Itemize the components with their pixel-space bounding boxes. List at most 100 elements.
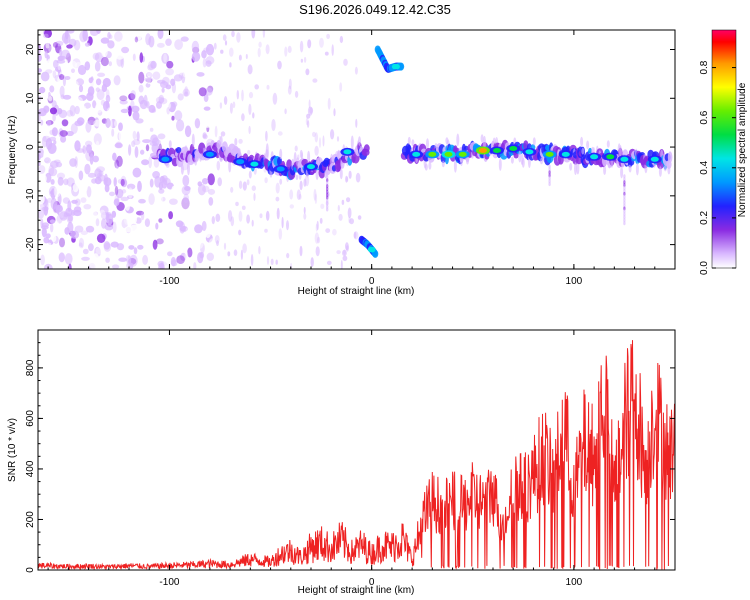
heatmap-cell (49, 219, 56, 224)
heatmap-cell (214, 125, 218, 138)
heatmap-cell (54, 152, 61, 163)
heatmap-cell (236, 32, 241, 43)
heatmap-cell (119, 99, 128, 105)
heatmap-cell (312, 78, 318, 83)
heatmap-cell (202, 185, 210, 193)
heatmap-cell (166, 107, 170, 115)
heatmap-cell (48, 167, 58, 177)
heatmap-cell (202, 122, 212, 128)
heatmap-cell (206, 55, 210, 61)
heatmap-cell (40, 254, 45, 266)
heatmap-cell (107, 40, 115, 49)
heatmap-cell (145, 144, 150, 152)
heatmap-cell (118, 257, 128, 262)
heatmap-cell (103, 241, 111, 250)
heatmap-cell (586, 140, 590, 150)
heatmap-cell (69, 105, 76, 117)
heatmap-cell (179, 233, 185, 246)
heatmap-cell (66, 177, 75, 187)
heatmap-cell (510, 156, 514, 164)
heatmap-cell (163, 265, 170, 269)
heatmap-cell (120, 108, 129, 114)
heatmap-cell (184, 125, 192, 138)
heatmap-cell (142, 254, 149, 265)
heatmap-cell (259, 213, 263, 219)
heatmap-cell (590, 154, 599, 160)
heatmap-cell (266, 256, 270, 265)
heatmap-cell (187, 247, 193, 258)
heatmap-cell (177, 93, 184, 101)
heatmap-cell (95, 247, 103, 255)
heatmap-cell (57, 64, 61, 71)
heatmap-cell (61, 262, 67, 268)
heatmap-cell (161, 52, 170, 64)
heatmap-cell (309, 107, 314, 114)
heatmap-cell (518, 150, 522, 163)
heatmap-cell (213, 42, 217, 50)
heatmap-cell (92, 155, 99, 163)
heatmap-cell (628, 163, 632, 173)
heatmap-cell (498, 158, 502, 171)
heatmap-cell (247, 64, 253, 75)
heatmap-cell (59, 85, 65, 98)
heatmap-cell (233, 249, 238, 256)
y-tick-label: -10 (25, 188, 36, 203)
heatmap-cell (118, 130, 124, 142)
heatmap-cell (194, 224, 203, 234)
heatmap-cell (85, 144, 92, 154)
heatmap-cell (342, 255, 348, 262)
heatmap-cell (125, 140, 135, 145)
heatmap-cell (176, 119, 185, 132)
heatmap-cell (83, 204, 92, 210)
heatmap-cell (363, 144, 370, 153)
heatmap-cell (58, 109, 68, 119)
heatmap-cell (52, 42, 59, 48)
heatmap-cell (277, 60, 282, 70)
heatmap-cell (276, 207, 280, 220)
heatmap-cell (303, 56, 307, 63)
heatmap-cell (184, 86, 188, 95)
heatmap-cell (330, 129, 335, 140)
heatmap-cell (277, 131, 283, 136)
heatmap-cell (307, 164, 315, 170)
heatmap-cell (478, 148, 487, 153)
heatmap-cell (428, 161, 432, 170)
heatmap-cell (53, 159, 61, 164)
heatmap-cell (623, 186, 626, 190)
heatmap-cell (227, 251, 231, 257)
heatmap-cell (192, 234, 200, 241)
y-tick-label: 0 (25, 144, 36, 150)
heatmap-cell (407, 136, 411, 145)
heatmap-cell (307, 106, 313, 116)
heatmap-cell (358, 136, 361, 146)
heatmap-cell (203, 93, 209, 103)
heatmap-cell (132, 167, 142, 178)
heatmap-cell (38, 208, 45, 219)
heatmap-cell (288, 78, 292, 90)
heatmap-cell (43, 33, 49, 39)
heatmap-cell (64, 253, 73, 265)
heatmap-x-axis-label: Height of straight line (km) (298, 286, 415, 297)
heatmap-cell (104, 224, 114, 231)
heatmap-cell (299, 40, 304, 53)
heatmap-cell (130, 100, 135, 109)
heatmap-cell (49, 129, 56, 136)
heatmap-cell (580, 136, 584, 147)
heatmap-cell (348, 216, 351, 224)
heatmap-cell (64, 59, 69, 71)
heatmap-cell (92, 52, 100, 61)
heatmap-cell (242, 181, 247, 191)
heatmap-cell (166, 101, 171, 110)
heatmap-cell (73, 150, 79, 158)
heatmap-cell (453, 158, 457, 173)
heatmap-cell (331, 44, 334, 56)
heatmap-cell (119, 95, 128, 102)
heatmap-cell (326, 33, 330, 40)
heatmap-cell (116, 155, 123, 167)
heatmap-cell (289, 204, 294, 209)
heatmap-cell (326, 175, 329, 180)
heatmap-cell (127, 105, 132, 117)
heatmap-cell (252, 112, 255, 119)
heatmap-cell (279, 178, 283, 185)
heatmap-cell (109, 191, 115, 197)
